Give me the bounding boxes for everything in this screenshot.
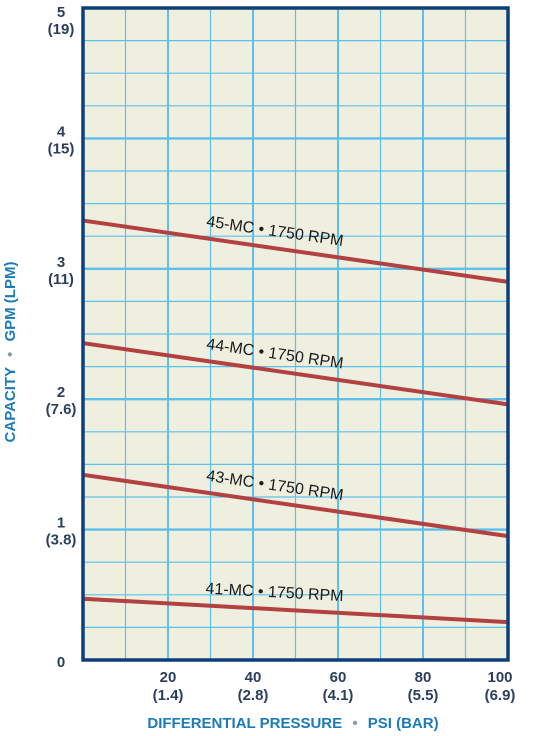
y-axis-title: CAPACITY • GPM (LPM) xyxy=(2,262,19,443)
x-tick-label: 100 xyxy=(487,669,512,686)
x-tick-sublabel: (6.9) xyxy=(485,687,516,704)
y-axis-unit: GPM (LPM) xyxy=(2,262,19,342)
series-line xyxy=(82,596,509,625)
x-tick-sublabel: (5.5) xyxy=(408,687,439,704)
x-tick-sublabel: (1.4) xyxy=(153,687,184,704)
y-tick-label: 4 xyxy=(57,123,66,140)
y-tick-sublabel: (11) xyxy=(48,271,74,288)
x-tick-label: 20 xyxy=(160,669,177,686)
series-line xyxy=(82,218,509,284)
y-axis-separator: • xyxy=(2,352,19,357)
x-tick-sublabel: (4.1) xyxy=(323,687,354,704)
y-tick-label: 1 xyxy=(57,515,65,532)
x-tick-sublabel: (2.8) xyxy=(238,687,269,704)
grid xyxy=(82,6,509,662)
x-axis-label: DIFFERENTIAL PRESSURE xyxy=(147,715,342,732)
y-tick-label: 5 xyxy=(57,4,65,21)
x-tick-label: 40 xyxy=(245,669,262,686)
y-tick-sublabel: (19) xyxy=(48,21,75,38)
plot-frame xyxy=(81,6,510,662)
y-axis-label: CAPACITY xyxy=(2,367,19,443)
x-tick-label: 80 xyxy=(415,669,432,686)
series-line xyxy=(82,341,509,407)
y-tick-sublabel: (7.6) xyxy=(46,401,77,418)
y-tick-label: 0 xyxy=(57,654,65,671)
series-line xyxy=(82,472,509,539)
y-tick-labels: 0 1(3.8) 2(7.6) 3(11) 4(15) 5(19) xyxy=(46,4,77,671)
x-axis-unit: PSI (BAR) xyxy=(368,715,439,732)
x-axis-separator: • xyxy=(352,715,357,732)
x-tick-labels: 20(1.4) 40(2.8) 60(4.1) 80(5.5) 100(6.9) xyxy=(153,669,516,704)
y-tick-sublabel: (3.8) xyxy=(46,532,77,549)
y-tick-sublabel: (15) xyxy=(48,140,75,157)
y-tick-label: 3 xyxy=(57,254,65,271)
series-lines xyxy=(82,218,509,625)
x-tick-label: 60 xyxy=(330,669,347,686)
x-axis-title: DIFFERENTIAL PRESSURE • PSI (BAR) xyxy=(147,715,438,732)
y-tick-label: 2 xyxy=(57,384,65,401)
